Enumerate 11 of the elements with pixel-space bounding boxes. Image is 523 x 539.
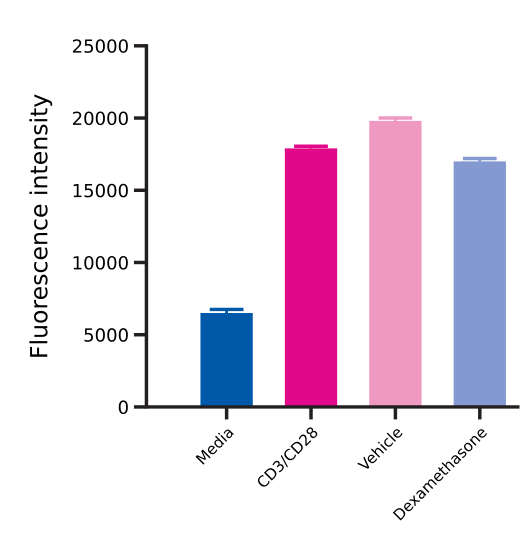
y-tick-label: 15000 — [74, 184, 128, 198]
y-axis-title: Fluorescence intensity — [29, 94, 52, 357]
bar — [454, 161, 506, 407]
y-tick-label: 5000 — [84, 328, 128, 342]
bar — [200, 313, 253, 407]
bar — [284, 148, 338, 407]
y-tick-label: 20000 — [72, 112, 128, 126]
y-tick-label: 25000 — [72, 39, 128, 53]
bar — [369, 120, 422, 407]
y-tick-label: 0 — [118, 400, 128, 414]
y-tick-label: 10000 — [74, 256, 128, 270]
